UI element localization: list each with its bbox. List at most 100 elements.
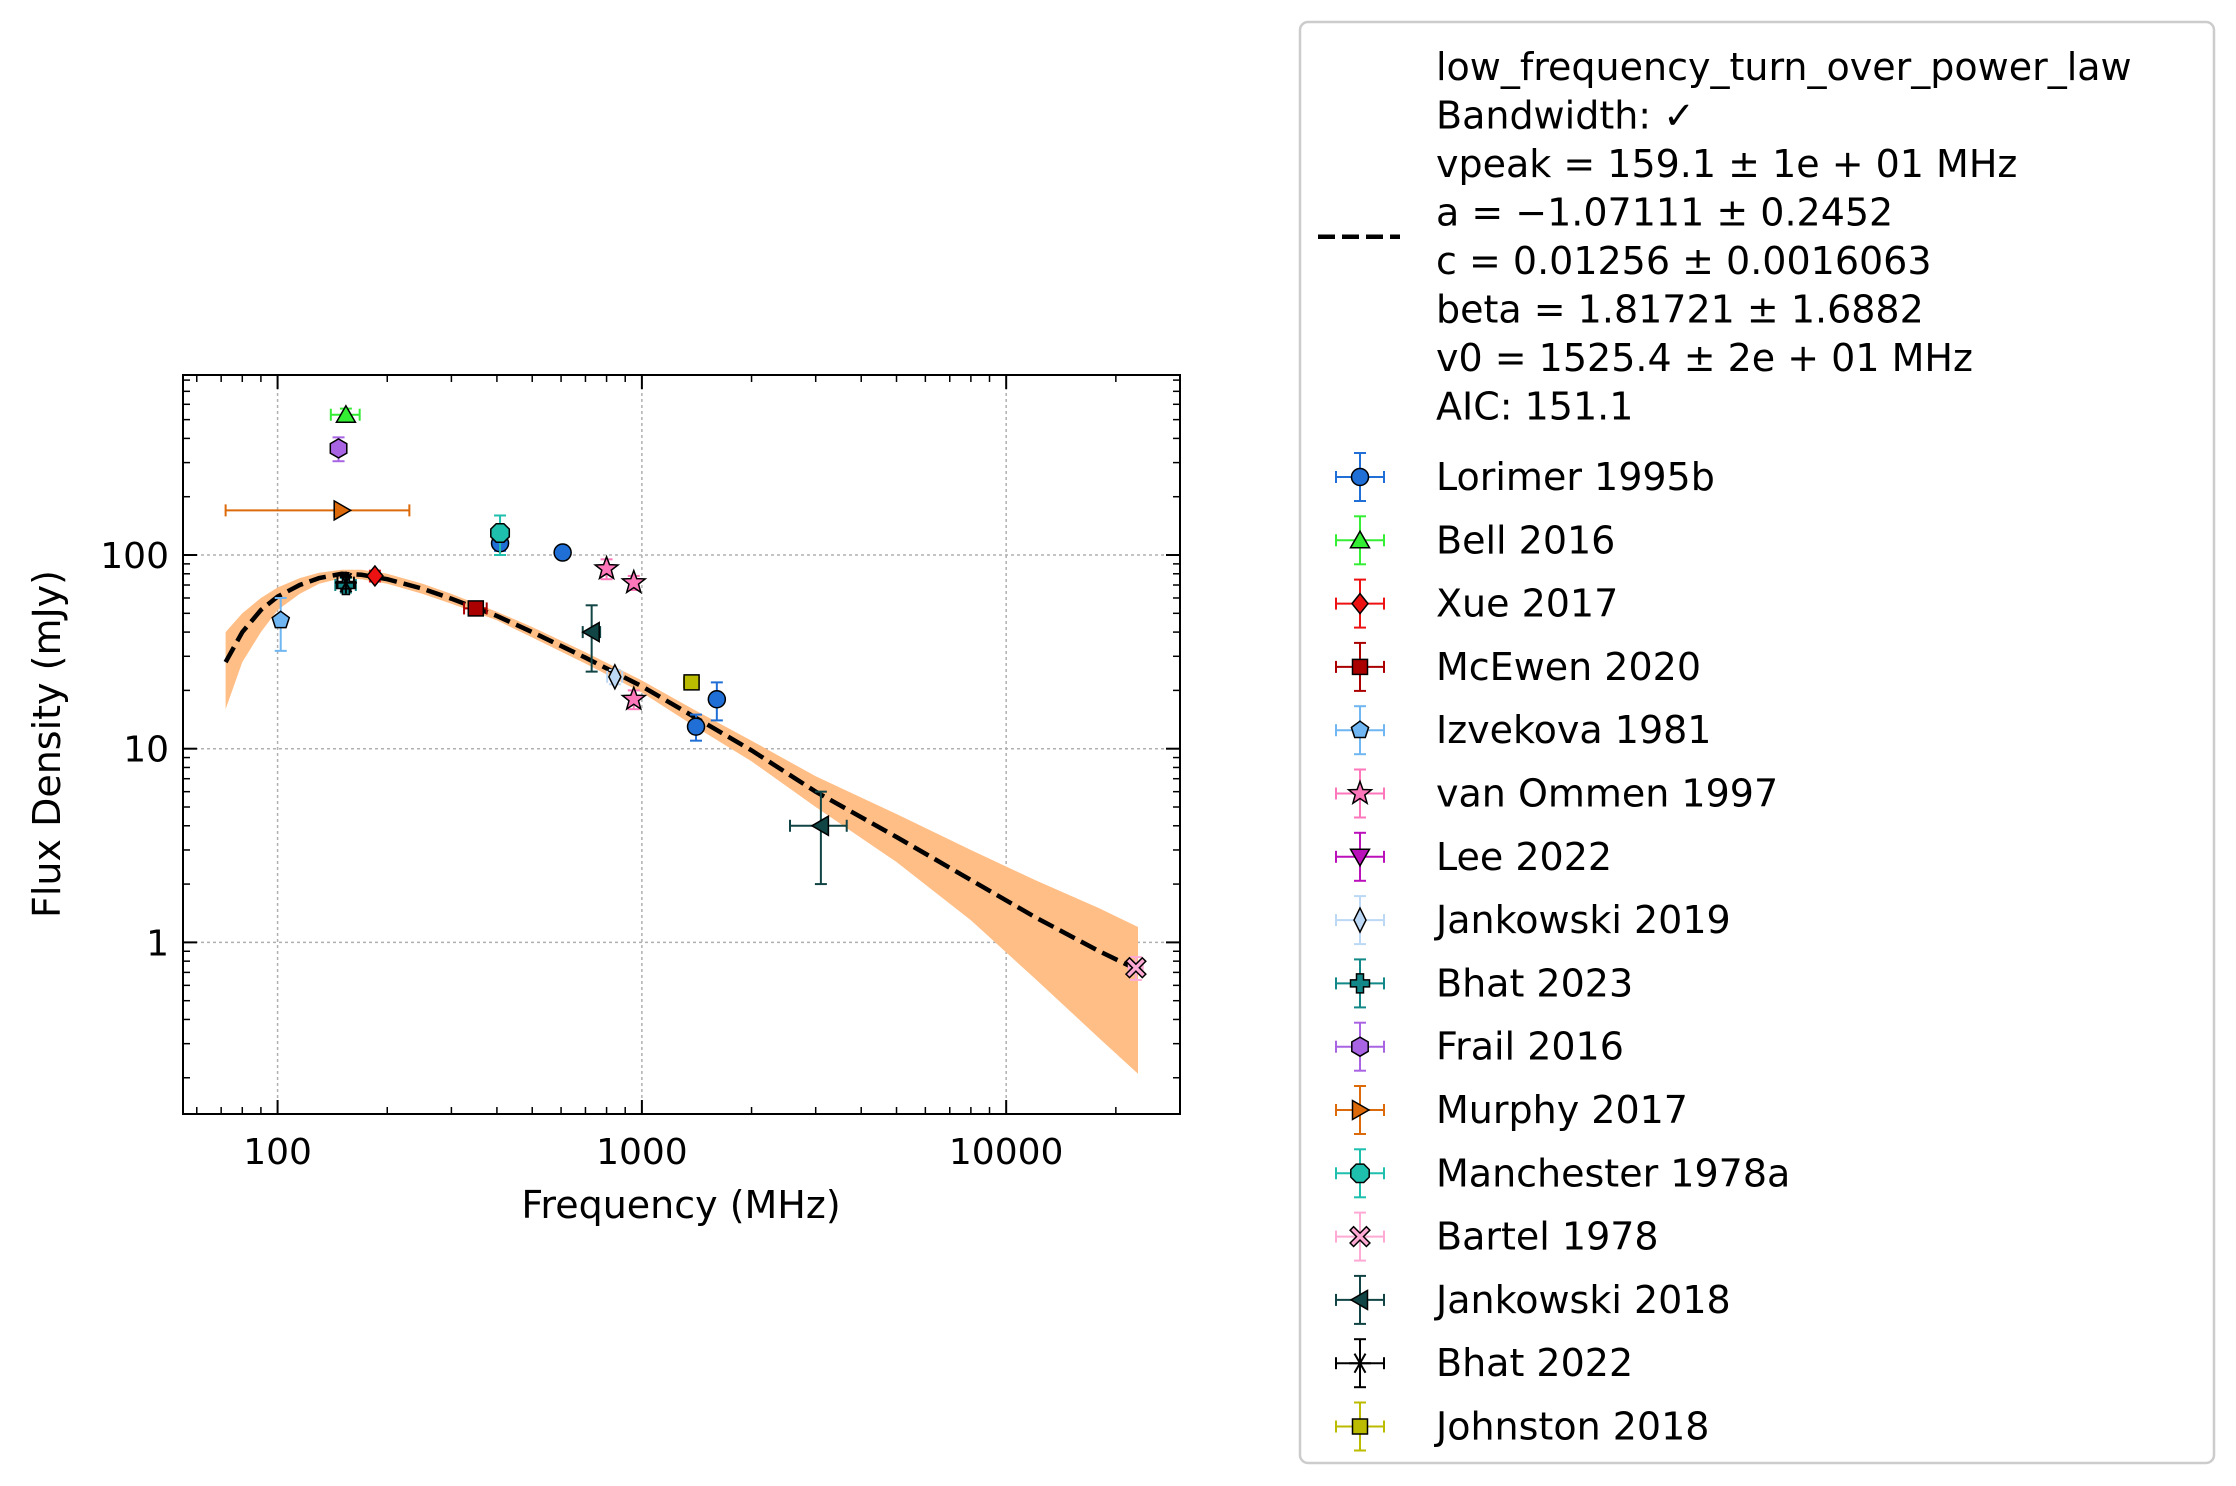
legend-item: McEwen 2020 xyxy=(1335,641,1701,692)
legend-item: Lee 2022 xyxy=(1335,831,1612,882)
data-point xyxy=(271,596,291,652)
data-point xyxy=(334,571,357,594)
data-point xyxy=(593,554,621,581)
data-point xyxy=(620,685,648,711)
legend-marker xyxy=(1350,720,1370,739)
marker xyxy=(608,663,622,691)
legend-fit-line: low_frequency_turn_over_power_law xyxy=(1436,45,2132,89)
data-point xyxy=(1124,956,1147,981)
series-mcewen-2020 xyxy=(463,600,488,617)
marker xyxy=(683,674,700,691)
legend-item: Lorimer 1995b xyxy=(1335,452,1715,502)
series-bhat-2022 xyxy=(334,571,357,594)
legend-label: McEwen 2020 xyxy=(1436,645,1701,689)
marker xyxy=(553,543,572,562)
legend-fit-line: vpeak = 159.1 ± 1e + 01 MHz xyxy=(1436,142,2017,186)
legend-fit-entry: low_frequency_turn_over_power_law Bandwid… xyxy=(1318,45,2132,429)
series-johnston-2018 xyxy=(683,674,700,691)
series-izvekova-1981 xyxy=(271,596,291,652)
data-point xyxy=(329,404,361,423)
x-tick-label: 1000 xyxy=(596,1132,688,1173)
legend-fit-line: AIC: 151.1 xyxy=(1436,385,1633,429)
legend-item: Jankowski 2019 xyxy=(1335,895,1731,946)
legend-label: Murphy 2017 xyxy=(1436,1088,1688,1132)
series-frail-2016 xyxy=(329,436,348,463)
legend-marker xyxy=(1350,1163,1370,1184)
legend-marker xyxy=(1351,1099,1371,1121)
fit-line-layer xyxy=(223,571,1139,973)
legend-marker xyxy=(1349,973,1371,994)
series-jankowski-2018 xyxy=(581,604,848,886)
marker xyxy=(271,610,291,629)
legend-label: Johnston 2018 xyxy=(1434,1405,1709,1449)
legend-series-entries: Lorimer 1995b Bell 2016 Xue 2017 McEwen 202… xyxy=(1335,452,1790,1452)
data-point xyxy=(788,790,848,886)
legend-item: Bell 2016 xyxy=(1335,515,1615,566)
series-jankowski-2019 xyxy=(606,663,624,691)
marker xyxy=(581,621,600,643)
legend-marker xyxy=(1351,592,1369,615)
x-tick-label: 100 xyxy=(243,1132,312,1173)
legend-label: Bhat 2022 xyxy=(1436,1341,1633,1385)
series-murphy-2017 xyxy=(224,499,411,522)
legend-marker xyxy=(1350,467,1370,487)
legend-marker xyxy=(1349,1352,1371,1375)
legend-fit-line: Bandwidth: ✓ xyxy=(1436,94,1695,138)
data-point xyxy=(686,713,706,742)
marker xyxy=(707,690,727,709)
data-point xyxy=(683,674,700,691)
series-manchester-1978a xyxy=(490,514,511,557)
legend-item: van Ommen 1997 xyxy=(1335,768,1778,819)
marker xyxy=(333,499,353,522)
series-bartel-1978 xyxy=(1124,956,1147,981)
marker xyxy=(334,571,357,594)
marker xyxy=(620,685,648,711)
series-van-ommen-1997 xyxy=(593,554,648,711)
data-point xyxy=(490,514,511,557)
x-tick-label: 10000 xyxy=(949,1132,1064,1173)
legend-label: Bhat 2023 xyxy=(1436,961,1633,1005)
data-point xyxy=(224,499,411,522)
y-axis-label: Flux Density (mJy) xyxy=(25,570,69,918)
marker xyxy=(490,522,511,543)
fit-band xyxy=(225,569,1139,1074)
legend-label: Bell 2016 xyxy=(1436,518,1615,562)
legend-marker xyxy=(1351,658,1369,676)
series-bell-2016 xyxy=(329,404,361,423)
legend-label: Frail 2016 xyxy=(1436,1025,1624,1069)
plot-frame xyxy=(182,374,1181,1115)
legend-item: Bartel 1978 xyxy=(1335,1211,1659,1262)
legend-item: Jankowski 2018 xyxy=(1335,1274,1731,1325)
legend-item: Johnston 2018 xyxy=(1335,1401,1709,1452)
legend-item: Frail 2016 xyxy=(1335,1021,1624,1072)
marker xyxy=(593,554,621,581)
legend-marker xyxy=(1351,1036,1369,1058)
legend-item: Murphy 2017 xyxy=(1335,1085,1688,1135)
legend-label: Manchester 1978a xyxy=(1436,1151,1790,1195)
y-tick-label: 100 xyxy=(100,536,169,577)
fit-line xyxy=(223,571,1139,973)
data-point xyxy=(620,568,648,595)
legend-item: Bhat 2023 xyxy=(1335,958,1633,1009)
legend-marker xyxy=(1349,848,1371,868)
marker xyxy=(1124,956,1147,979)
data-point xyxy=(329,436,348,463)
legend-marker xyxy=(1353,906,1367,934)
y-tick-label: 10 xyxy=(123,730,169,771)
legend-fit-line: a = −1.07111 ± 0.2452 xyxy=(1436,191,1893,235)
marker xyxy=(335,404,357,423)
legend: low_frequency_turn_over_power_law Bandwid… xyxy=(1298,20,2216,1465)
legend-label: Lorimer 1995b xyxy=(1436,455,1715,499)
data-point xyxy=(553,543,572,562)
grid-lines xyxy=(183,375,1180,1114)
legend-item: Xue 2017 xyxy=(1335,578,1618,629)
y-tick-label: 1 xyxy=(146,923,169,964)
axis-ticks: 100 1000 10000 1 10 100 xyxy=(100,375,1181,1173)
legend-marker xyxy=(1349,1289,1369,1311)
legend-fit-line: c = 0.01256 ± 0.0016063 xyxy=(1436,239,1932,283)
fit-uncertainty-band xyxy=(225,569,1139,1074)
data-point xyxy=(581,604,602,673)
marker xyxy=(686,717,706,736)
data-point xyxy=(365,564,384,588)
